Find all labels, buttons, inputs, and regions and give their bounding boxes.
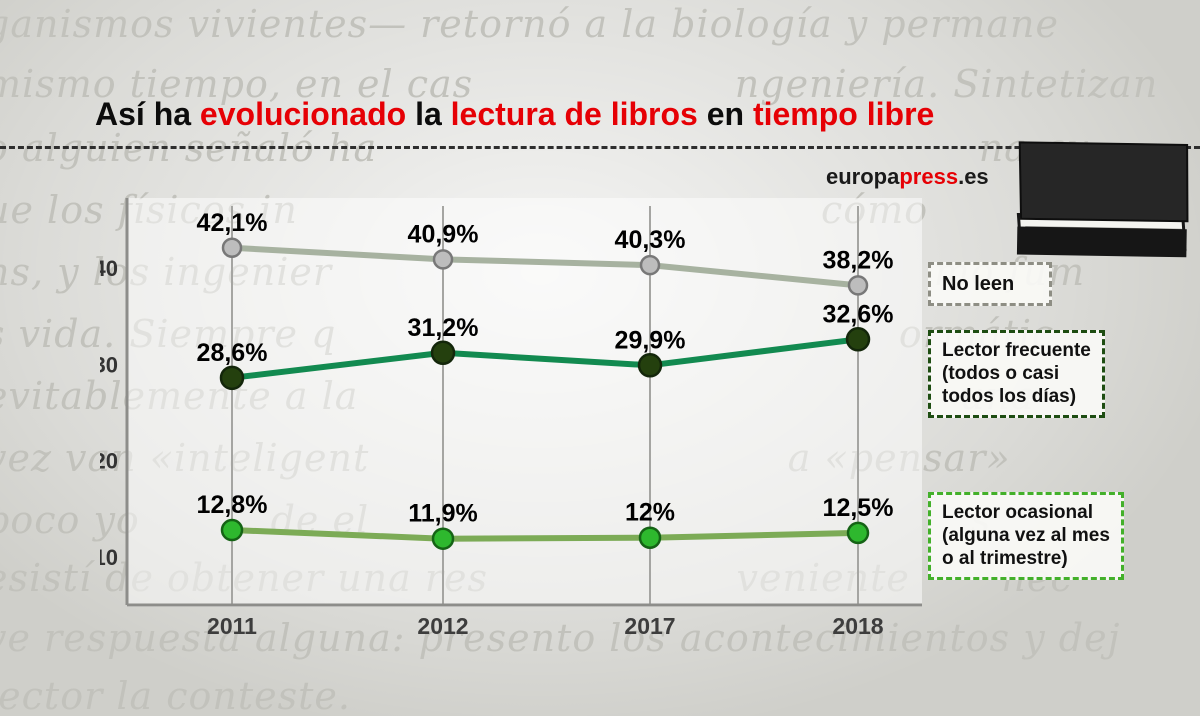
data-point — [431, 527, 455, 550]
data-point — [847, 275, 869, 296]
title-segment: tiempo libre — [752, 96, 935, 132]
line-chart: 10 20 30 40 2011 2012 2017 2018 42,1% 40,9% 40,3% 3… — [94, 190, 945, 655]
data-label: 31,2% — [408, 314, 479, 342]
europapress-logo: europapress.es — [826, 164, 989, 190]
title-segment: la — [406, 96, 451, 132]
dashed-divider — [0, 146, 1200, 149]
x-tick-label: 2012 — [417, 613, 468, 639]
data-label: 32,6% — [823, 300, 894, 328]
y-tick-label: 20 — [100, 449, 118, 474]
data-point — [845, 327, 871, 352]
legend-lector-ocasional: Lector ocasional (alguna vez al mes o al… — [928, 492, 1124, 581]
data-point — [639, 254, 661, 276]
data-label: 11,9% — [408, 500, 478, 528]
data-point — [846, 521, 870, 545]
series-line — [229, 336, 861, 381]
background-text-line: ve respuesta alguna: presento los aconte… — [0, 616, 1121, 660]
x-tick-label: 2017 — [624, 613, 675, 639]
data-label: 28,6% — [197, 339, 268, 367]
y-tick-label: 10 — [100, 545, 118, 570]
data-point — [432, 249, 454, 270]
x-tick-label: 2018 — [832, 613, 883, 639]
data-label: 38,2% — [823, 246, 894, 274]
background-text-line: ganismos vivientes— retornó a la biologí… — [0, 2, 1059, 46]
y-tick-label: 40 — [100, 256, 118, 281]
data-label: 42,1% — [197, 209, 268, 237]
x-tick-label: 2011 — [207, 613, 257, 639]
data-point — [430, 340, 456, 366]
series-line — [229, 244, 861, 289]
series-line — [229, 527, 861, 542]
title-segment: en — [697, 96, 753, 132]
data-point — [221, 237, 243, 259]
brand-part: europa — [826, 164, 900, 189]
background-text-line: mismo tiempo, en el cas ngeniería. Sinte… — [0, 62, 1159, 106]
data-label: 12% — [625, 499, 675, 527]
book-icon — [1008, 134, 1200, 271]
legend-lector-frecuente: Lector frecuente (todos o casi todos los… — [928, 330, 1105, 419]
data-label: 40,9% — [408, 220, 479, 248]
data-point — [637, 353, 663, 378]
title-segment: lectura de libros — [450, 96, 698, 132]
y-tick-label: 30 — [100, 352, 118, 377]
data-label: 29,9% — [615, 326, 686, 354]
data-point — [219, 365, 245, 391]
legend-no-leen: No leen — [928, 262, 1052, 306]
page-title: Así ha evolucionado la lectura de libros… — [95, 96, 934, 133]
brand-part: .es — [958, 164, 989, 189]
title-segment: evolucionado — [199, 96, 407, 132]
data-point — [638, 526, 662, 549]
brand-part: press — [899, 164, 959, 189]
data-label: 12,5% — [823, 494, 894, 522]
data-label: 40,3% — [615, 226, 686, 254]
data-point — [220, 518, 244, 542]
title-segment: Así ha — [95, 96, 200, 132]
background-text-line: lector la conteste. — [0, 674, 351, 716]
data-label: 12,8% — [197, 491, 268, 519]
